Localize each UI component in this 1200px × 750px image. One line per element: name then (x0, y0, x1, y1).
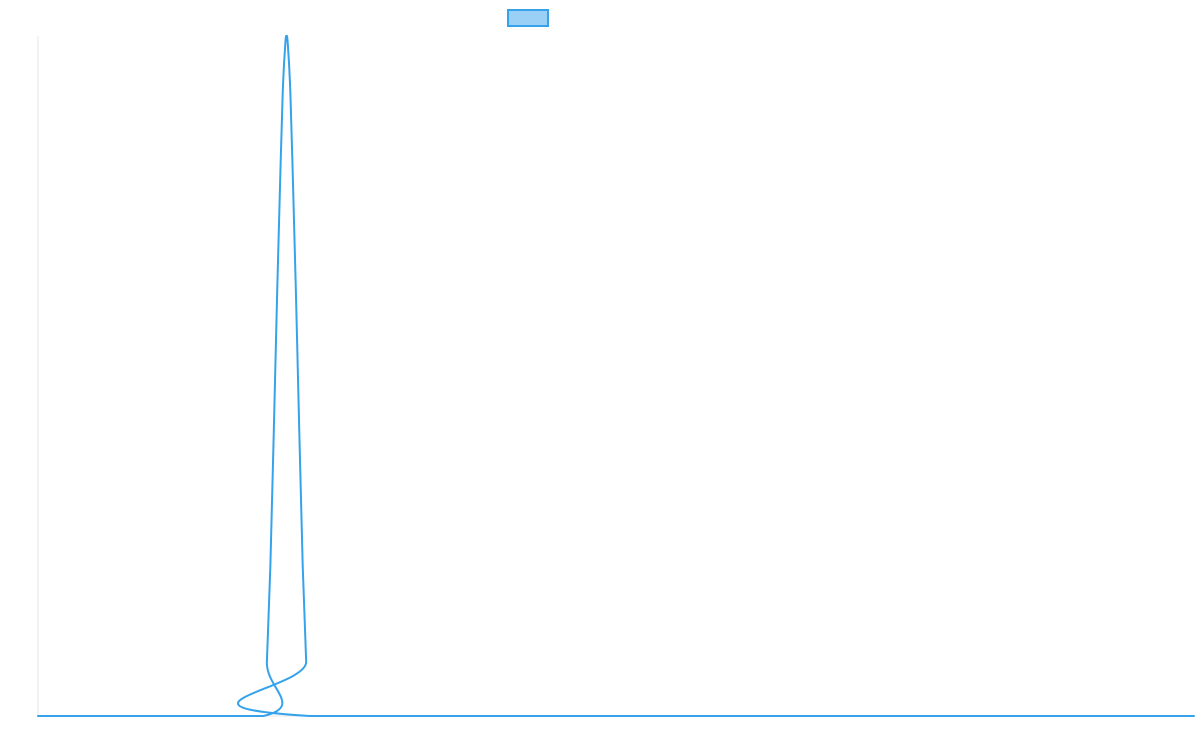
series-line-0 (37, 34, 1195, 718)
series-group (37, 34, 1195, 718)
axes (37, 36, 1194, 717)
legend[interactable] (507, 9, 549, 27)
legend-swatch-0[interactable] (507, 9, 549, 27)
